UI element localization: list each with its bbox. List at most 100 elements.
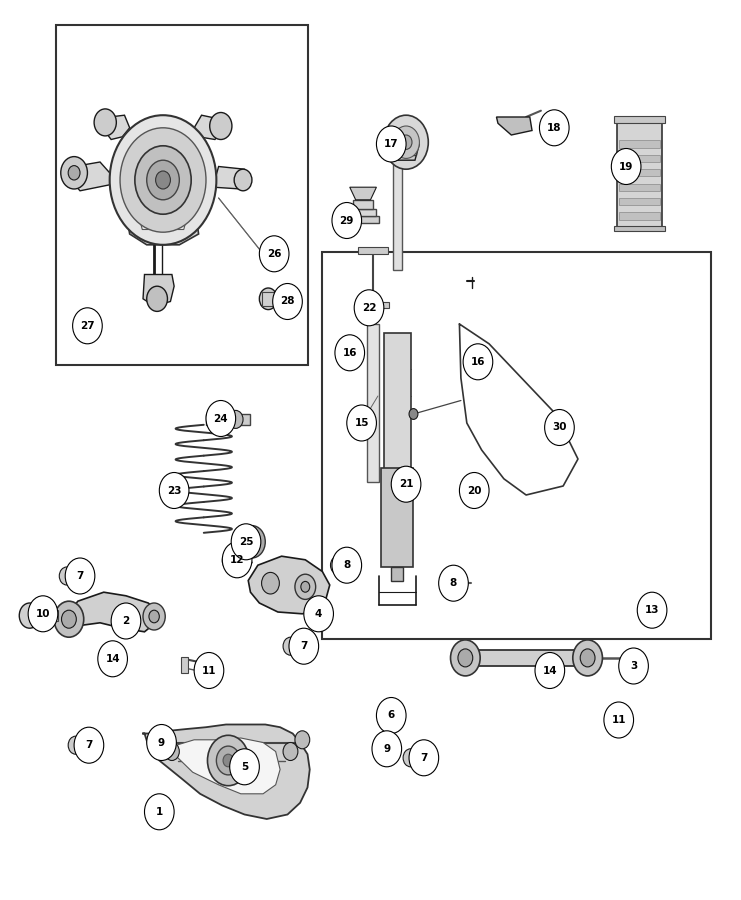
- Bar: [619, 155, 660, 162]
- Text: 7: 7: [76, 571, 84, 581]
- Text: 22: 22: [362, 302, 376, 313]
- Bar: [353, 200, 373, 209]
- Circle shape: [65, 558, 95, 594]
- Circle shape: [94, 109, 116, 136]
- Text: 30: 30: [552, 422, 567, 433]
- Polygon shape: [143, 274, 174, 306]
- Bar: [206, 414, 250, 425]
- Circle shape: [347, 405, 376, 441]
- Polygon shape: [350, 187, 376, 200]
- Text: 2: 2: [122, 616, 130, 626]
- Circle shape: [239, 526, 265, 558]
- Circle shape: [150, 731, 165, 749]
- Circle shape: [539, 110, 569, 146]
- Circle shape: [332, 202, 362, 238]
- Circle shape: [459, 472, 489, 508]
- Bar: [619, 169, 660, 176]
- Circle shape: [222, 552, 237, 570]
- Circle shape: [149, 610, 159, 623]
- Circle shape: [283, 742, 298, 760]
- Text: 11: 11: [611, 715, 626, 725]
- Circle shape: [409, 409, 418, 419]
- Text: 21: 21: [399, 479, 413, 490]
- Circle shape: [156, 171, 170, 189]
- Circle shape: [194, 652, 224, 688]
- Circle shape: [120, 128, 206, 232]
- Circle shape: [289, 628, 319, 664]
- Bar: [154, 737, 160, 748]
- Circle shape: [604, 702, 634, 738]
- Circle shape: [403, 749, 418, 767]
- Text: 12: 12: [230, 554, 245, 565]
- Circle shape: [573, 640, 602, 676]
- Polygon shape: [393, 144, 419, 160]
- Circle shape: [451, 640, 480, 676]
- Text: 28: 28: [280, 296, 295, 307]
- Bar: [379, 144, 416, 155]
- Circle shape: [234, 169, 252, 191]
- Bar: [386, 705, 396, 716]
- Circle shape: [147, 724, 176, 760]
- Text: 3: 3: [630, 661, 637, 671]
- Bar: [391, 567, 403, 580]
- Circle shape: [545, 410, 574, 446]
- Bar: [322, 252, 711, 639]
- Circle shape: [206, 400, 236, 436]
- Bar: [619, 184, 660, 191]
- Polygon shape: [213, 166, 248, 189]
- Text: 16: 16: [471, 356, 485, 367]
- Bar: [617, 123, 662, 227]
- Text: 4: 4: [315, 608, 322, 619]
- Circle shape: [62, 610, 76, 628]
- Circle shape: [295, 731, 310, 749]
- Circle shape: [354, 290, 384, 326]
- Bar: [181, 657, 188, 673]
- Bar: [39, 610, 58, 621]
- Circle shape: [210, 112, 232, 140]
- Circle shape: [273, 284, 302, 320]
- Bar: [619, 140, 660, 148]
- Text: 6: 6: [388, 710, 395, 721]
- Circle shape: [230, 749, 259, 785]
- Circle shape: [54, 601, 84, 637]
- Text: 23: 23: [167, 485, 182, 496]
- Text: 8: 8: [450, 578, 457, 589]
- Text: 18: 18: [547, 122, 562, 133]
- Bar: [262, 292, 274, 306]
- Circle shape: [207, 735, 249, 786]
- Circle shape: [259, 236, 289, 272]
- Circle shape: [580, 649, 595, 667]
- Circle shape: [330, 556, 345, 574]
- Text: 15: 15: [354, 418, 369, 428]
- Circle shape: [262, 572, 279, 594]
- Text: 5: 5: [241, 761, 248, 772]
- Circle shape: [376, 126, 406, 162]
- Circle shape: [74, 727, 104, 763]
- Circle shape: [637, 592, 667, 628]
- Circle shape: [283, 637, 298, 655]
- Circle shape: [628, 649, 643, 667]
- Circle shape: [372, 731, 402, 767]
- Circle shape: [216, 746, 240, 775]
- Circle shape: [259, 288, 277, 310]
- Circle shape: [211, 410, 226, 428]
- Circle shape: [19, 603, 40, 628]
- Circle shape: [245, 534, 259, 550]
- Text: 13: 13: [645, 605, 659, 616]
- Text: 24: 24: [213, 413, 228, 424]
- Bar: [381, 468, 413, 567]
- Bar: [56, 25, 308, 364]
- Polygon shape: [142, 724, 310, 819]
- Circle shape: [165, 742, 179, 760]
- Text: 25: 25: [239, 536, 253, 547]
- Circle shape: [222, 542, 252, 578]
- Bar: [459, 650, 589, 666]
- Polygon shape: [248, 556, 330, 614]
- Text: 20: 20: [467, 485, 482, 496]
- Circle shape: [535, 652, 565, 688]
- Circle shape: [28, 596, 58, 632]
- Circle shape: [143, 603, 165, 630]
- Bar: [358, 247, 388, 254]
- Bar: [350, 209, 376, 216]
- Bar: [619, 198, 660, 205]
